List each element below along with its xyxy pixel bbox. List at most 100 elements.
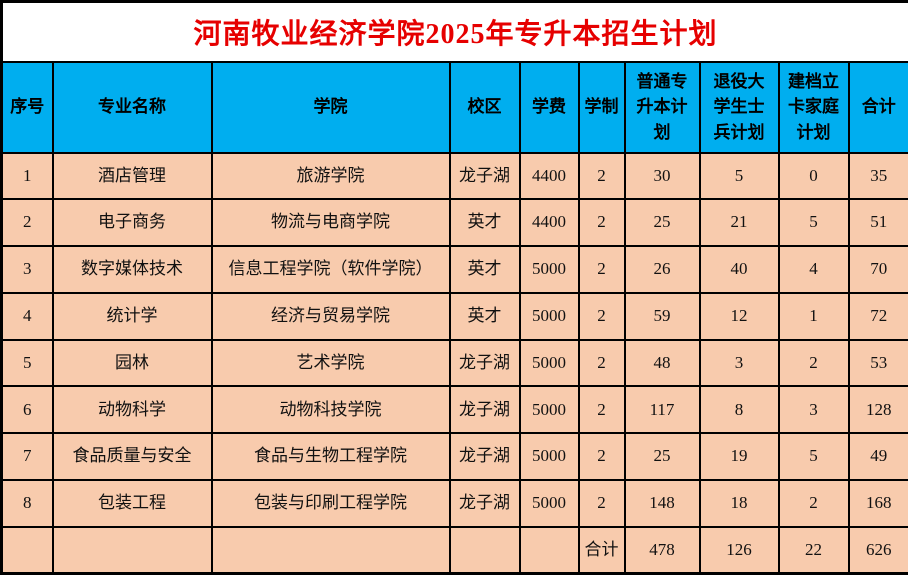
regular-plan-cell: 25 [623, 198, 701, 248]
duration-cell: 2 [577, 432, 626, 481]
veteran-plan-cell: 40 [698, 245, 780, 294]
regular-plan-cell: 30 [623, 151, 701, 201]
table-row: 2 电子商务 物流与电商学院 英才 4400 2 25 21 5 51 [0, 198, 908, 248]
total-cell: 51 [847, 198, 908, 248]
poverty-plan-cell: 2 [777, 338, 850, 388]
total-cell: 35 [847, 151, 908, 201]
duration-cell: 2 [577, 198, 626, 248]
veteran-plan-cell: 21 [698, 198, 780, 248]
table-header-row: 序号 专业名称 学院 校区 学费 学制 普通专升本计划 退役大学生士兵计划 建档立卡家庭计划 合计 [0, 60, 908, 154]
serial-cell [0, 525, 54, 575]
header-cell-campus: 校区 [448, 60, 521, 154]
page-title: 河南牧业经济学院2025年专升本招生计划 [0, 0, 908, 63]
table-total-row: 合计 478 126 22 626 [0, 525, 908, 575]
poverty-plan-cell: 2 [777, 478, 850, 528]
college-cell: 包装与印刷工程学院 [210, 478, 451, 528]
regular-plan-cell: 25 [623, 432, 701, 481]
regular-plan-cell: 48 [623, 338, 701, 388]
regular-plan-cell: 148 [623, 478, 701, 528]
campus-cell: 龙子湖 [448, 478, 521, 528]
duration-cell: 2 [577, 245, 626, 294]
major-cell: 包装工程 [51, 478, 213, 528]
regular-plan-cell: 117 [623, 385, 701, 435]
serial-cell: 8 [0, 478, 54, 528]
campus-cell: 英才 [448, 198, 521, 248]
poverty-plan-cell: 1 [777, 291, 850, 341]
header-cell-veteran-plan: 退役大学生士兵计划 [698, 60, 780, 154]
total-cell: 53 [847, 338, 908, 388]
duration-cell: 2 [577, 291, 626, 341]
campus-cell: 龙子湖 [448, 385, 521, 435]
duration-cell: 2 [577, 338, 626, 388]
campus-cell: 龙子湖 [448, 432, 521, 481]
regular-plan-cell: 26 [623, 245, 701, 294]
table-row: 8 包装工程 包装与印刷工程学院 龙子湖 5000 2 148 18 2 168 [0, 478, 908, 528]
table-row: 7 食品质量与安全 食品与生物工程学院 龙子湖 5000 2 25 19 5 49 [0, 432, 908, 481]
total-cell: 70 [847, 245, 908, 294]
serial-cell: 4 [0, 291, 54, 341]
major-cell: 动物科学 [51, 385, 213, 435]
tuition-cell: 5000 [518, 245, 580, 294]
serial-cell: 6 [0, 385, 54, 435]
total-cell: 49 [847, 432, 908, 481]
table-row: 6 动物科学 动物科技学院 龙子湖 5000 2 117 8 3 128 [0, 385, 908, 435]
poverty-plan-cell: 4 [777, 245, 850, 294]
major-cell: 酒店管理 [51, 151, 213, 201]
regular-plan-cell: 59 [623, 291, 701, 341]
tuition-cell: 5000 [518, 291, 580, 341]
table-row: 4 统计学 经济与贸易学院 英才 5000 2 59 12 1 72 [0, 291, 908, 341]
major-cell: 园林 [51, 338, 213, 388]
duration-cell: 2 [577, 478, 626, 528]
veteran-plan-cell: 8 [698, 385, 780, 435]
poverty-plan-cell: 22 [777, 525, 850, 575]
college-cell: 艺术学院 [210, 338, 451, 388]
header-cell-poverty-plan: 建档立卡家庭计划 [777, 60, 850, 154]
table-row: 5 园林 艺术学院 龙子湖 5000 2 48 3 2 53 [0, 338, 908, 388]
total-cell: 72 [847, 291, 908, 341]
tuition-cell: 5000 [518, 478, 580, 528]
serial-cell: 3 [0, 245, 54, 294]
header-cell-college: 学院 [210, 60, 451, 154]
campus-cell: 英才 [448, 245, 521, 294]
table-row: 1 酒店管理 旅游学院 龙子湖 4400 2 30 5 0 35 [0, 151, 908, 201]
title-row: 河南牧业经济学院2025年专升本招生计划 [0, 0, 908, 63]
header-cell-serial: 序号 [0, 60, 54, 154]
total-cell: 626 [847, 525, 908, 575]
tuition-cell: 5000 [518, 385, 580, 435]
duration-cell: 2 [577, 385, 626, 435]
serial-cell: 5 [0, 338, 54, 388]
campus-cell: 龙子湖 [448, 338, 521, 388]
tuition-cell: 5000 [518, 338, 580, 388]
tuition-cell: 4400 [518, 198, 580, 248]
serial-cell: 7 [0, 432, 54, 481]
duration-cell: 2 [577, 151, 626, 201]
veteran-plan-cell: 126 [698, 525, 780, 575]
total-cell: 128 [847, 385, 908, 435]
veteran-plan-cell: 18 [698, 478, 780, 528]
total-cell: 168 [847, 478, 908, 528]
poverty-plan-cell: 5 [777, 432, 850, 481]
poverty-plan-cell: 3 [777, 385, 850, 435]
college-cell: 旅游学院 [210, 151, 451, 201]
major-cell: 食品质量与安全 [51, 432, 213, 481]
serial-cell: 1 [0, 151, 54, 201]
header-cell-tuition: 学费 [518, 60, 580, 154]
duration-cell: 合计 [577, 525, 626, 575]
header-cell-total: 合计 [847, 60, 908, 154]
college-cell: 物流与电商学院 [210, 198, 451, 248]
table-row: 3 数字媒体技术 信息工程学院（软件学院） 英才 5000 2 26 40 4 70 [0, 245, 908, 294]
major-cell: 统计学 [51, 291, 213, 341]
college-cell: 动物科技学院 [210, 385, 451, 435]
major-cell: 电子商务 [51, 198, 213, 248]
poverty-plan-cell: 0 [777, 151, 850, 201]
veteran-plan-cell: 5 [698, 151, 780, 201]
college-cell: 信息工程学院（软件学院） [210, 245, 451, 294]
major-cell: 数字媒体技术 [51, 245, 213, 294]
serial-cell: 2 [0, 198, 54, 248]
veteran-plan-cell: 3 [698, 338, 780, 388]
college-cell: 经济与贸易学院 [210, 291, 451, 341]
header-cell-major: 专业名称 [51, 60, 213, 154]
college-cell: 食品与生物工程学院 [210, 432, 451, 481]
